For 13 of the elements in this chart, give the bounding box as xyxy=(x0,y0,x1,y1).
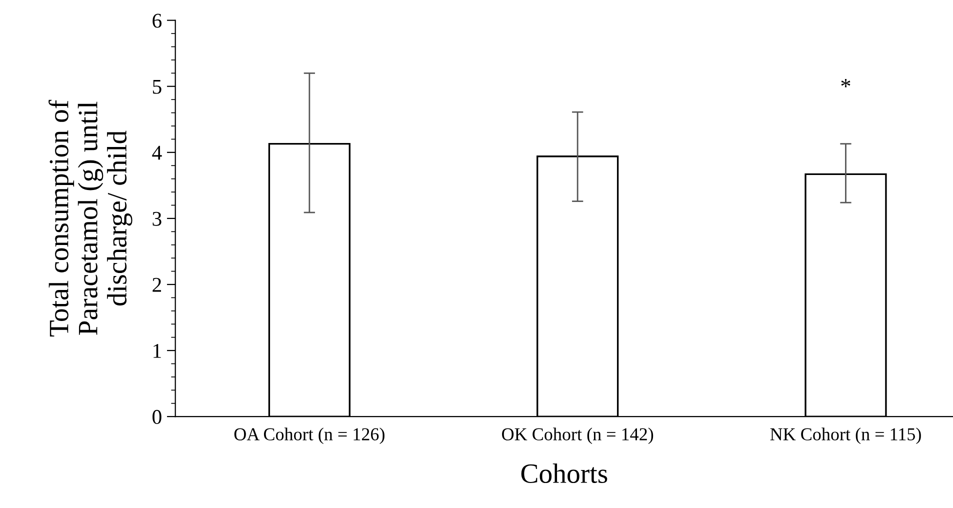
y-tick-label: 1 xyxy=(154,344,161,358)
annotation: * xyxy=(841,79,850,88)
y-tick-label: 2 xyxy=(152,278,162,292)
x-tick-label: NK Cohort (n = 115) xyxy=(770,428,921,444)
x-tick-label: OK Cohort (n = 142) xyxy=(502,428,654,444)
y-axis-title: Total consumption of Paracetamol (g) until discharge/ child xyxy=(48,100,132,337)
y-tick-label: 5 xyxy=(152,80,162,94)
y-tick-label: 3 xyxy=(152,212,162,226)
y-tick-label: 6 xyxy=(152,14,162,28)
y-tick-label: 0 xyxy=(152,410,162,424)
x-axis-title: Cohorts xyxy=(521,463,608,484)
y-tick-label: 4 xyxy=(152,146,162,160)
x-tick-label: OA Cohort (n = 126) xyxy=(234,428,384,444)
